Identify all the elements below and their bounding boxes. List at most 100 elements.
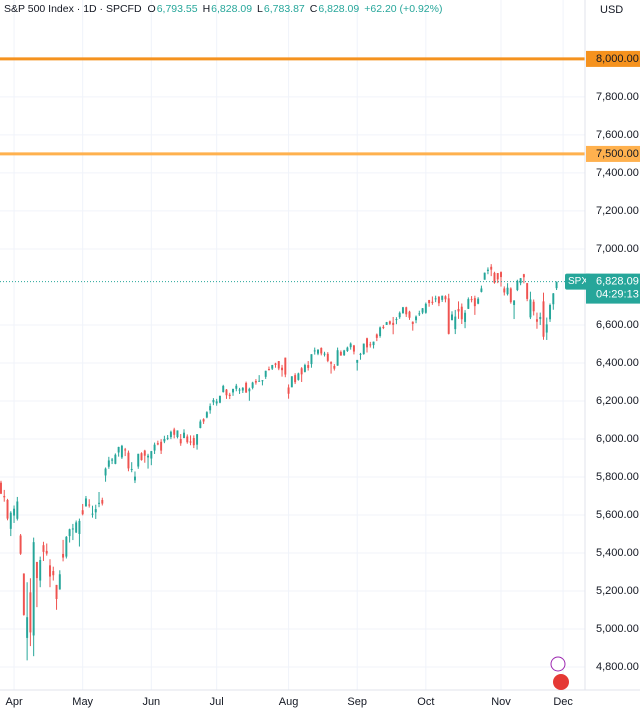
candles — [0, 57, 585, 661]
event-icon[interactable] — [553, 674, 569, 690]
candle-body — [372, 341, 375, 346]
candle-body — [228, 394, 231, 397]
candle-body — [58, 574, 61, 590]
candle-body — [542, 301, 545, 337]
x-tick-label: Apr — [5, 696, 22, 708]
candle-body — [32, 542, 35, 636]
ohlc-key: L — [257, 3, 263, 15]
y-tick-label: 6,400.00 — [596, 357, 639, 369]
candle-body — [166, 437, 169, 439]
candle-body — [104, 468, 107, 476]
candle-body — [124, 449, 127, 451]
candle-body — [218, 395, 221, 403]
candle-body — [49, 565, 51, 577]
price-tag-label: 7,500.00 — [596, 148, 639, 160]
x-tick-label: Sep — [347, 696, 367, 708]
candle-body — [317, 349, 319, 354]
currency: USD — [600, 4, 623, 16]
candle-body — [339, 351, 342, 356]
candle-body — [127, 452, 130, 469]
price-axis — [585, 0, 640, 711]
candle-body — [235, 385, 238, 389]
candle-body — [483, 272, 486, 280]
candle-body — [140, 453, 143, 461]
candle-body — [281, 367, 284, 371]
candle-body — [45, 550, 48, 554]
y-tick-label: 6,200.00 — [596, 395, 639, 407]
candle-body — [274, 363, 277, 365]
candle-body — [385, 322, 388, 325]
ohlc-key: O — [148, 3, 156, 15]
candle-body — [300, 368, 303, 375]
candle-body — [169, 431, 172, 438]
candle-body — [0, 482, 2, 494]
candle-body — [133, 476, 136, 481]
candle-body — [254, 381, 257, 383]
candle-body — [120, 445, 123, 458]
price-tag — [586, 145, 640, 162]
candle-body — [392, 322, 395, 325]
candle-body — [156, 443, 159, 445]
candle-body — [209, 406, 212, 411]
candle-body — [303, 365, 306, 372]
event-icon[interactable] — [550, 656, 566, 672]
candle-body — [313, 350, 316, 352]
candle-body — [143, 450, 146, 456]
x-tick-label: Aug — [279, 696, 299, 708]
candle-body — [232, 388, 234, 393]
candle-body — [336, 350, 339, 366]
candle-body — [150, 451, 153, 459]
chart-title: S&P 500 Index · 1D · SPCFD — [4, 3, 142, 15]
candle-body — [68, 529, 71, 537]
ohlc-key: H — [203, 3, 211, 15]
candle-body — [264, 370, 267, 377]
candle-body — [415, 316, 418, 321]
candle-body — [366, 338, 368, 348]
candle-body — [202, 419, 205, 422]
x-tick-label: Dec — [553, 696, 573, 708]
candle-body — [549, 304, 552, 320]
candle-body — [163, 438, 166, 442]
ohlc-key: C — [310, 3, 318, 15]
candle-body — [189, 441, 192, 443]
candle-body — [297, 373, 300, 380]
ohlc-value: 6,828.09 — [318, 3, 359, 15]
candle-body — [343, 350, 346, 356]
price-tag — [586, 273, 640, 304]
candle-body — [238, 389, 241, 391]
y-tick-label: 4,800.00 — [596, 661, 639, 673]
y-tick-label: 5,800.00 — [596, 471, 639, 483]
candle-body — [212, 400, 215, 403]
candle-body — [294, 375, 297, 383]
y-tick-label: 7,800.00 — [596, 91, 639, 103]
candle-body — [183, 432, 185, 439]
candle-body — [379, 327, 382, 336]
candle-body — [330, 362, 333, 364]
candle-body — [428, 300, 431, 304]
candle-body — [199, 421, 202, 428]
candle-body — [179, 438, 182, 444]
candle-body — [98, 502, 101, 504]
candle-body — [71, 528, 74, 530]
candle-body — [251, 382, 254, 388]
candle-body — [55, 584, 58, 599]
candle-body — [107, 460, 110, 467]
candle-body — [192, 438, 195, 446]
candle-body — [13, 508, 16, 516]
candle-body — [441, 295, 444, 300]
candle-body — [78, 520, 81, 534]
candle-body — [506, 287, 509, 295]
x-tick-label: May — [72, 696, 93, 708]
candle-body — [39, 560, 42, 581]
price-tag — [586, 50, 640, 67]
candle-body — [519, 278, 522, 284]
candle-body — [398, 312, 401, 318]
candle-body — [277, 361, 280, 369]
change: +62.20 (+0.92%) — [364, 3, 442, 15]
candle-body — [418, 313, 421, 315]
ohlc-value: 6,828.09 — [211, 3, 252, 15]
candle-body — [19, 535, 22, 554]
candle-body — [271, 365, 274, 369]
candle-body — [62, 553, 65, 558]
